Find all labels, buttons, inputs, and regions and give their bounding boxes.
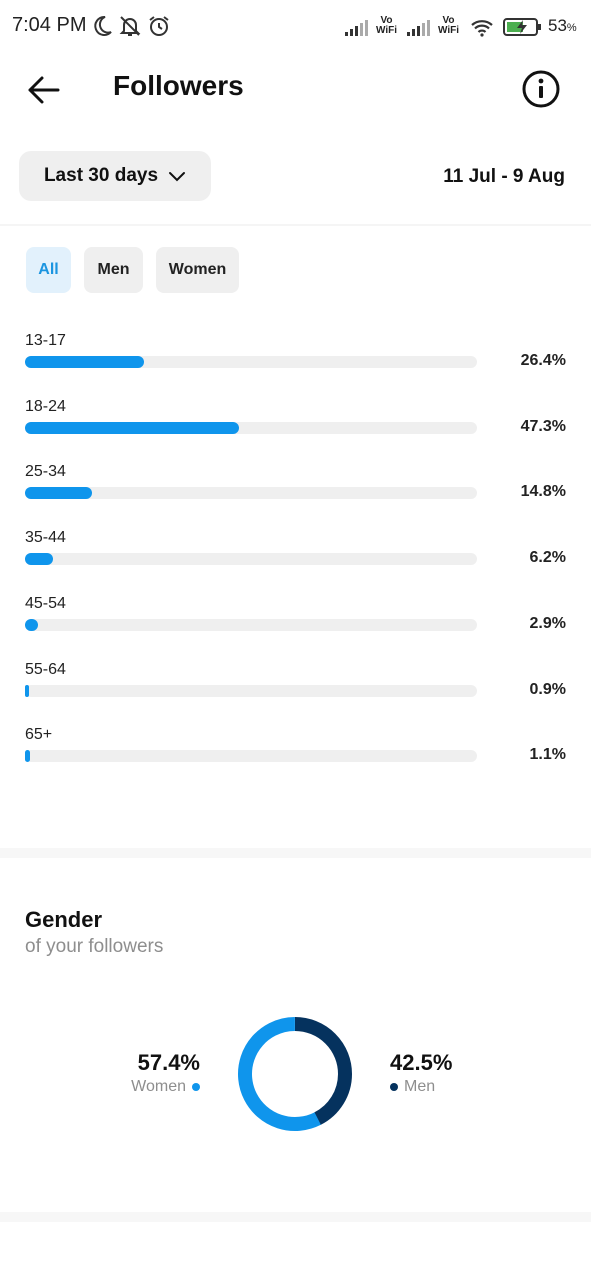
age-percent: 47.3%	[520, 418, 566, 435]
men-stat: 42.5% Men	[390, 1050, 490, 1096]
women-stat: 57.4% Women	[110, 1050, 200, 1096]
section-divider	[0, 1212, 591, 1222]
section-divider	[0, 848, 591, 858]
women-legend-dot	[192, 1083, 200, 1091]
age-percent: 6.2%	[529, 549, 566, 566]
donut-segment-men	[238, 1017, 352, 1131]
age-percent: 0.9%	[529, 681, 566, 698]
tab-men[interactable]: Men	[84, 247, 143, 293]
age-bar-track	[25, 553, 477, 565]
age-bar-track	[25, 422, 477, 434]
age-bar-track	[25, 487, 477, 499]
moon-icon	[94, 15, 112, 36]
age-bar-track	[25, 750, 477, 762]
battery-unit: %	[566, 22, 577, 34]
age-label: 25-34	[25, 463, 66, 480]
men-percent: 42.5%	[390, 1050, 453, 1075]
age-percent: 14.8%	[520, 483, 566, 500]
age-row: 65+ 1.1%	[25, 726, 566, 766]
age-bar-track	[25, 685, 477, 697]
battery-percent: 53	[548, 16, 567, 35]
age-label: 55-64	[25, 661, 66, 678]
age-bar-fill	[25, 553, 54, 565]
age-label: 35-44	[25, 529, 66, 546]
age-bar-track	[25, 619, 477, 631]
wifi-icon	[471, 20, 493, 37]
age-row: 13-17 26.4%	[25, 332, 566, 372]
vowifi-label: Vo WiFi	[438, 15, 460, 36]
age-bar-fill	[25, 422, 239, 434]
age-percent: 26.4%	[520, 352, 566, 369]
age-bar-fill	[25, 356, 145, 368]
alarm-icon	[149, 16, 169, 36]
divider	[0, 224, 591, 226]
age-label: 13-17	[25, 332, 66, 349]
men-label: Men	[404, 1078, 436, 1095]
men-legend-dot	[390, 1083, 398, 1091]
date-range-dropdown[interactable]: Last 30 days	[19, 151, 211, 201]
info-icon[interactable]	[520, 68, 562, 110]
vowifi-label: Vo WiFi	[376, 15, 398, 36]
tab-all[interactable]: All	[26, 247, 71, 293]
women-label: Women	[131, 1078, 186, 1095]
age-row: 35-44 6.2%	[25, 529, 566, 569]
donut-segment-women	[238, 1017, 352, 1131]
tab-women[interactable]: Women	[156, 247, 239, 293]
age-percent: 1.1%	[529, 746, 566, 763]
age-label: 45-54	[25, 595, 66, 612]
page-title: Followers	[113, 70, 244, 101]
age-bar-fill	[25, 487, 92, 499]
status-time: 7:04 PM	[12, 14, 87, 36]
age-row: 45-54 2.9%	[25, 595, 566, 635]
signal-icon	[407, 20, 430, 36]
women-percent: 57.4%	[137, 1050, 200, 1075]
age-bar-fill	[25, 685, 30, 697]
gender-donut-chart	[238, 1017, 352, 1131]
gender-title: Gender	[25, 907, 103, 932]
range-label: Last 30 days	[43, 165, 159, 186]
status-bar: 7:04 PM Vo WiFi Vo WiFi 53 %	[0, 0, 591, 52]
age-percent: 2.9%	[529, 615, 566, 632]
age-row: 25-34 14.8%	[25, 463, 566, 503]
date-range-text: 11 Jul - 9 Aug	[443, 166, 565, 187]
age-bar-fill	[25, 619, 39, 631]
age-row: 55-64 0.9%	[25, 661, 566, 701]
gender-subtitle: of your followers	[25, 936, 164, 957]
bell-off-icon	[119, 16, 141, 36]
signal-icon	[345, 20, 368, 36]
age-label: 65+	[25, 726, 53, 743]
battery-charging-icon	[503, 18, 541, 36]
age-label: 18-24	[25, 398, 66, 415]
chevron-down-icon	[169, 172, 186, 182]
age-bar-track	[25, 356, 477, 368]
age-bar-fill	[25, 750, 30, 762]
age-row: 18-24 47.3%	[25, 398, 566, 438]
back-button[interactable]	[22, 68, 66, 112]
